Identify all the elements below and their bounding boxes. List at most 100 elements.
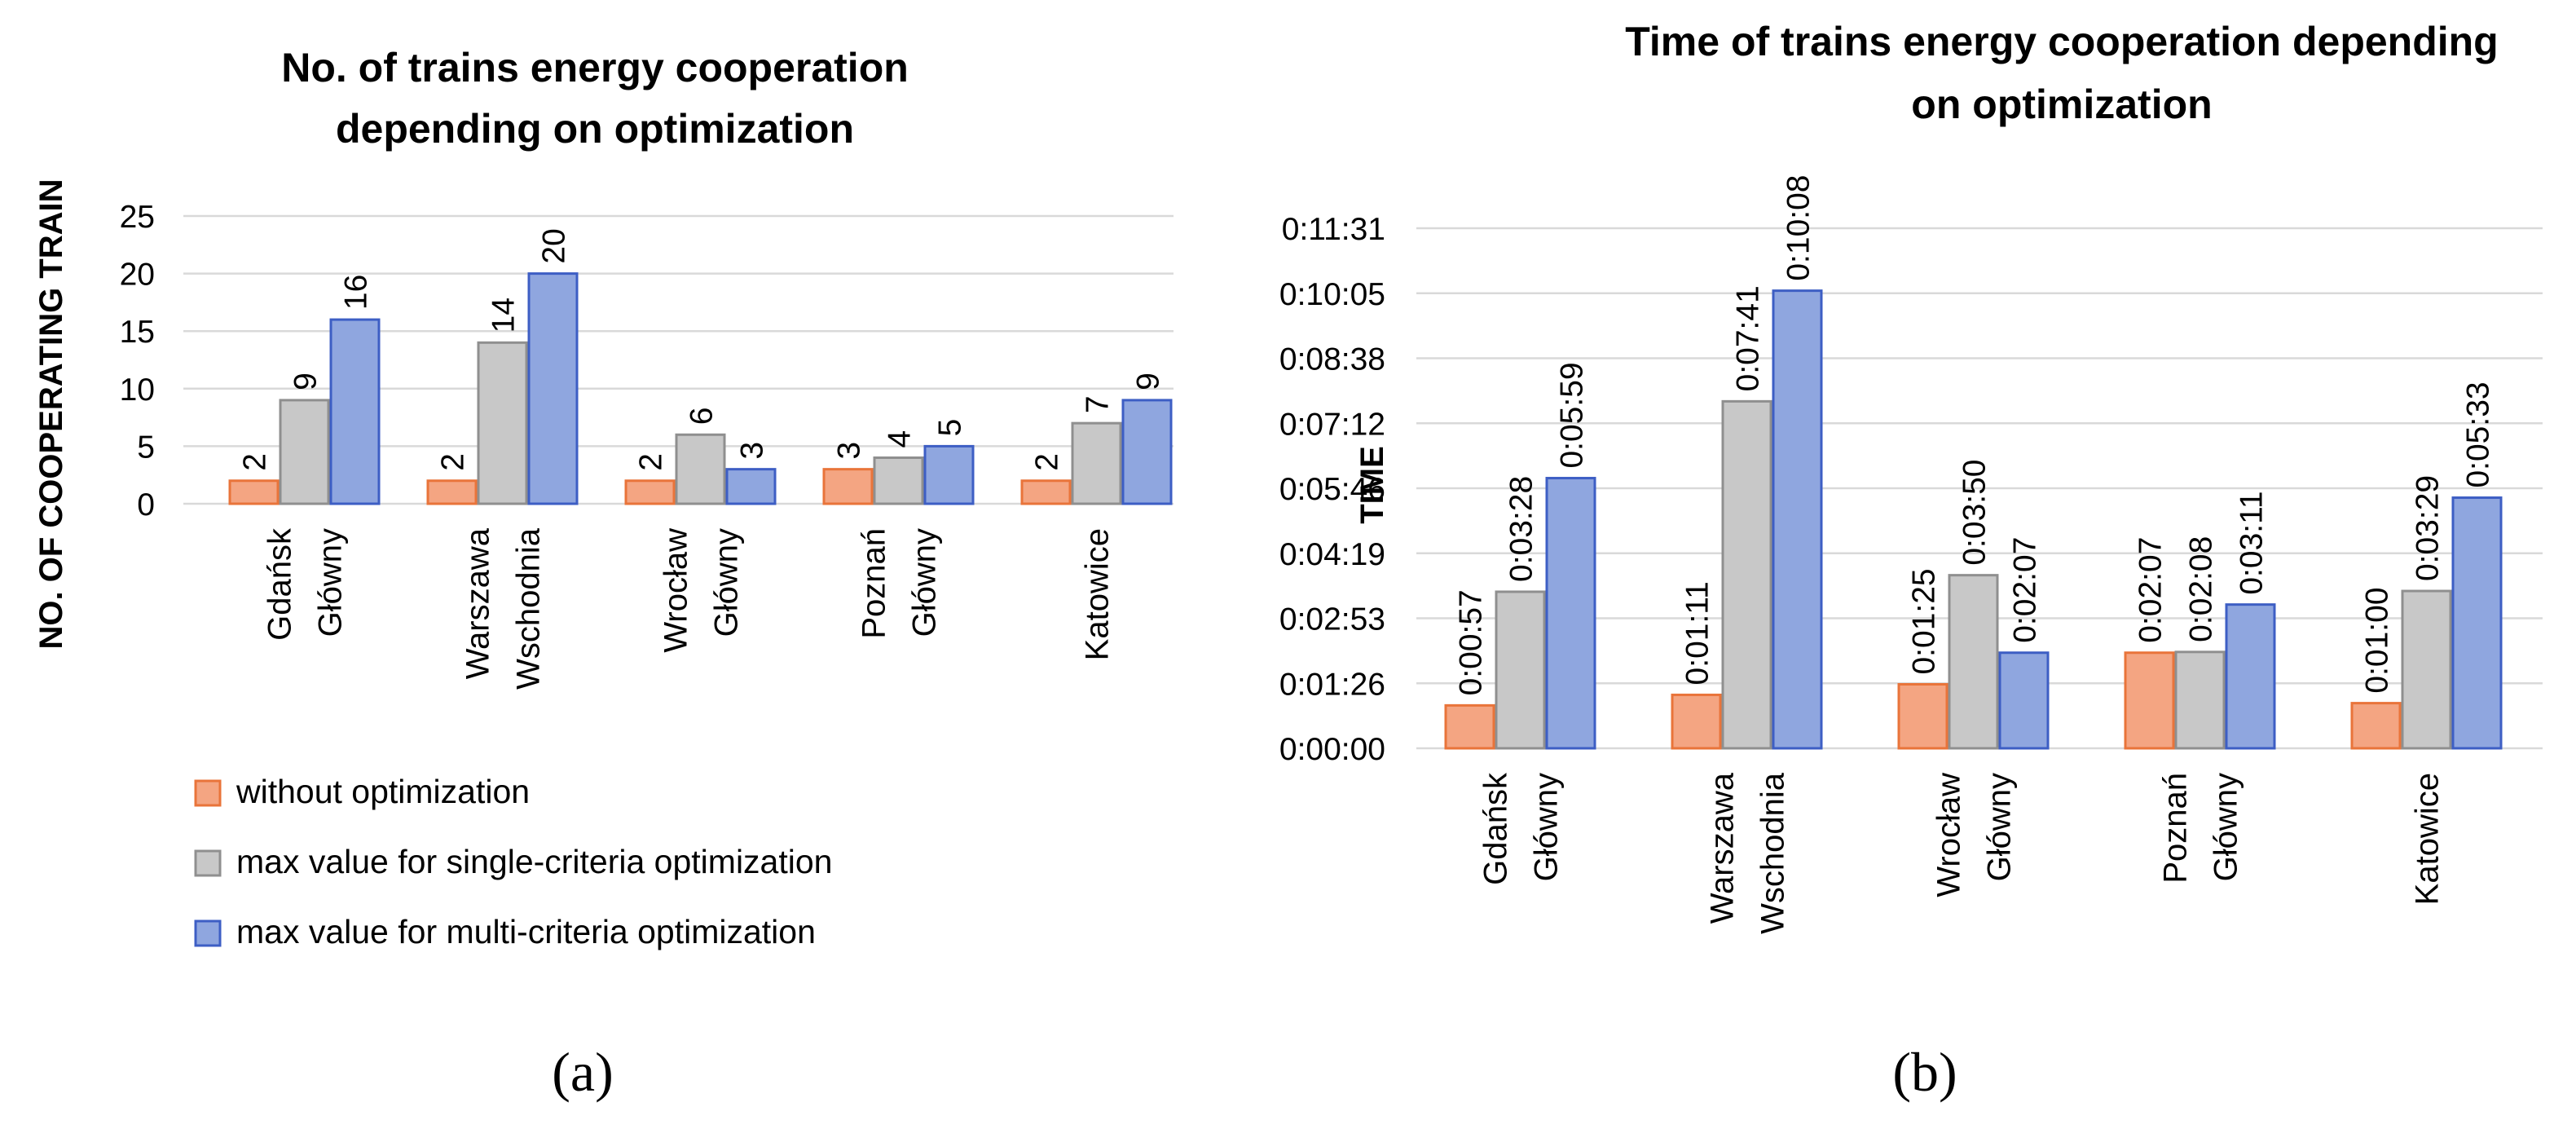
chart-b-data-label: 0:01:11 bbox=[1680, 581, 1715, 685]
chart-a-title-line-1: No. of trains energy cooperation bbox=[281, 45, 909, 90]
chart-a-legend-swatch bbox=[194, 849, 222, 877]
chart-a-title-line-2: depending on optimization bbox=[336, 106, 854, 152]
chart-b-bar bbox=[1998, 651, 2050, 750]
chart-b-bar bbox=[1721, 399, 1772, 750]
chart-b-bar bbox=[1897, 683, 1949, 750]
chart-b-category-label: Poznań bbox=[2158, 773, 2194, 884]
chart-a-y-tick-label: 25 bbox=[120, 200, 155, 235]
chart-b-bar bbox=[1671, 693, 1722, 750]
chart-b-bar bbox=[1545, 477, 1596, 750]
chart-b-category-label: Katowice bbox=[2410, 773, 2446, 905]
chart-b-category-label: Główny bbox=[1529, 773, 1565, 881]
chart-a-legend-swatch bbox=[194, 919, 222, 947]
chart-b-bar bbox=[1444, 703, 1495, 750]
chart-a-bar bbox=[1121, 399, 1173, 505]
chart-a-category-label: Wrocław bbox=[658, 528, 694, 653]
chart-b-bar bbox=[1948, 574, 1999, 750]
chart-b-title-line-2: on optimization bbox=[1911, 82, 2212, 127]
chart-b-data-label: 0:02:07 bbox=[2133, 537, 2169, 643]
chart-b-bar bbox=[2225, 603, 2276, 750]
chart-b-y-tick-label: 0:08:38 bbox=[1279, 342, 1385, 377]
chart-b-data-label: 0:02:07 bbox=[2008, 537, 2043, 643]
chart-a-data-label: 9 bbox=[1131, 373, 1166, 390]
chart-a-data-label: 14 bbox=[487, 298, 522, 333]
chart-a-bar bbox=[725, 468, 777, 505]
chart-a-bar bbox=[1071, 421, 1122, 505]
chart-b-data-label: 0:00:57 bbox=[1454, 589, 1489, 695]
chart-a-data-label: 7 bbox=[1081, 395, 1116, 413]
chart-b-data-label: 0:01:00 bbox=[2360, 587, 2395, 693]
chart-b-title-line-1: Time of trains energy cooperation depend… bbox=[1625, 19, 2498, 64]
chart-b-y-axis-label: TIME bbox=[1354, 446, 1390, 524]
chart-b-data-label: 0:02:08 bbox=[2184, 536, 2219, 642]
chart-a-data-label: 16 bbox=[339, 275, 374, 310]
chart-b-data-label: 0:03:50 bbox=[1957, 460, 1993, 566]
chart-a-data-label: 9 bbox=[288, 373, 324, 390]
chart-a-category-label: Wschodnia bbox=[511, 527, 547, 690]
chart-b: Time of trains energy cooperation depend… bbox=[1279, 19, 2543, 1103]
chart-a-y-tick-label: 20 bbox=[120, 258, 155, 293]
chart-b-data-label: 0:01:25 bbox=[1907, 568, 1942, 674]
chart-a-data-label: 3 bbox=[832, 442, 867, 460]
chart-a: No. of trains energy cooperation dependi… bbox=[33, 45, 1174, 1103]
chart-a-category-label: Gdańsk bbox=[262, 527, 298, 641]
chart-a-y-tick-label: 15 bbox=[120, 315, 155, 350]
chart-a-legend-label: max value for single-criteria optimizati… bbox=[236, 843, 832, 880]
chart-b-bar bbox=[2350, 702, 2402, 750]
chart-a-legend-label: max value for multi-criteria optimizatio… bbox=[236, 913, 816, 950]
chart-a-bar bbox=[329, 318, 381, 505]
chart-a-legend-swatch bbox=[194, 779, 222, 807]
chart-b-y-tick-label: 0:10:05 bbox=[1279, 277, 1385, 312]
chart-a-bar bbox=[279, 399, 330, 505]
chart-b-y-tick-label: 0:04:19 bbox=[1279, 537, 1385, 572]
chart-a-bar bbox=[228, 479, 280, 505]
chart-b-data-label: 0:05:33 bbox=[2461, 381, 2496, 487]
chart-a-data-label: 6 bbox=[685, 408, 720, 425]
chart-b-data-label: 0:07:41 bbox=[1731, 285, 1766, 391]
chart-a-bar bbox=[923, 444, 975, 505]
chart-b-y-tick-label: 0:01:26 bbox=[1279, 667, 1385, 702]
chart-b-category-label: Główny bbox=[2208, 773, 2244, 881]
chart-b-y-tick-label: 0:00:00 bbox=[1279, 732, 1385, 767]
chart-a-legend-label: without optimization bbox=[236, 773, 530, 810]
chart-b-bar bbox=[2451, 496, 2503, 750]
chart-a-bar bbox=[477, 341, 528, 505]
chart-a-caption: (a) bbox=[552, 1041, 613, 1103]
chart-a-bar bbox=[675, 433, 726, 505]
chart-a-category-label: Poznań bbox=[856, 528, 892, 639]
chart-a-data-label: 2 bbox=[436, 453, 471, 471]
chart-a-data-label: 2 bbox=[1030, 453, 1065, 471]
chart-b-y-tick-label: 0:02:53 bbox=[1279, 602, 1385, 637]
chart-a-category-label: Główny bbox=[907, 528, 943, 637]
chart-a-y-tick-label: 5 bbox=[137, 430, 155, 465]
chart-b-data-label: 0:03:11 bbox=[2235, 491, 2270, 594]
chart-b-category-label: Główny bbox=[1982, 773, 2018, 881]
chart-a-y-tick-label: 10 bbox=[120, 373, 155, 408]
chart-b-category-label: Warszawa bbox=[1705, 772, 1741, 924]
chart-b-bar bbox=[2401, 589, 2452, 750]
chart-b-data-label: 0:03:28 bbox=[1504, 476, 1539, 582]
chart-b-y-tick-label: 0:05:46 bbox=[1279, 472, 1385, 507]
chart-b-y-tick-label: 0:07:12 bbox=[1279, 407, 1385, 442]
chart-b-category-label: Wschodnia bbox=[1755, 772, 1791, 934]
chart-b-bar bbox=[2124, 651, 2175, 750]
chart-a-category-label: Warszawa bbox=[460, 527, 496, 679]
chart-a-data-label: 3 bbox=[735, 442, 770, 460]
chart-a-category-label: Główny bbox=[313, 528, 349, 637]
chart-a-bar bbox=[426, 479, 478, 505]
chart-a-y-axis-label: NO. OF COOPERATING TRAIN bbox=[33, 179, 69, 649]
chart-a-bar bbox=[527, 272, 579, 505]
chart-a-data-label: 20 bbox=[537, 228, 572, 263]
chart-b-bar bbox=[2174, 650, 2226, 750]
chart-a-data-label: 5 bbox=[933, 419, 968, 437]
chart-b-bar bbox=[1772, 289, 1823, 750]
chart-a-data-label: 2 bbox=[634, 453, 669, 471]
chart-a-data-label: 2 bbox=[238, 453, 273, 471]
chart-b-data-label: 0:05:59 bbox=[1555, 362, 1590, 468]
chart-a-y-tick-label: 0 bbox=[137, 487, 155, 522]
chart-a-bar bbox=[624, 479, 676, 505]
chart-a-category-label: Główny bbox=[709, 528, 745, 637]
chart-b-bar bbox=[1495, 590, 1546, 750]
chart-a-category-label: Katowice bbox=[1080, 528, 1116, 660]
